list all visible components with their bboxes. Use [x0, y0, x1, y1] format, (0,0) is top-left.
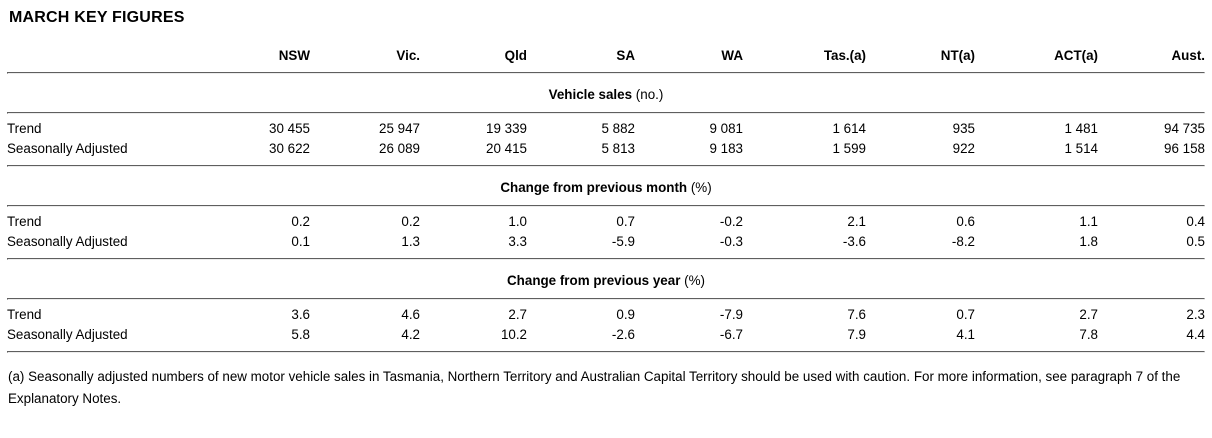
cell: 0.2 — [291, 214, 310, 229]
column-header-blank — [7, 48, 217, 72]
table-row-trend: Trend 0.2 0.2 1.0 0.7 -0.2 2.1 0.6 1.1 0… — [7, 207, 1205, 231]
column-header-tas: Tas.(a) — [823, 48, 866, 63]
cell: 7.6 — [847, 307, 866, 322]
cell: 94 735 — [1164, 121, 1205, 136]
column-header-qld: Qld — [504, 48, 527, 63]
cell: 4.1 — [956, 327, 975, 342]
table-row-seasonally-adjusted: Seasonally Adjusted 0.1 1.3 3.3 -5.9 -0.… — [7, 231, 1205, 258]
cell: 30 455 — [269, 121, 310, 136]
cell: 9 183 — [709, 141, 743, 156]
horizontal-rule — [7, 165, 1205, 167]
cell: -5.9 — [611, 234, 635, 249]
cell: 10.2 — [500, 327, 527, 342]
cell: 1.8 — [1079, 234, 1098, 249]
horizontal-rule — [7, 205, 1205, 207]
cell: 1.0 — [508, 214, 527, 229]
column-header-sa: SA — [616, 48, 635, 63]
cell: 1 514 — [1064, 141, 1098, 156]
section-header-vehicle-sales: Vehicle sales (no.) — [7, 74, 1205, 112]
key-figures-table: NSW Vic. Qld SA WA Tas.(a) NT(a) ACT(a) … — [7, 48, 1205, 353]
row-label: Seasonally Adjusted — [7, 141, 128, 156]
horizontal-rule — [7, 258, 1205, 260]
cell: 935 — [952, 121, 975, 136]
cell: 4.2 — [401, 327, 420, 342]
cell: -3.6 — [842, 234, 866, 249]
cell: 1 481 — [1064, 121, 1098, 136]
cell: 0.1 — [291, 234, 310, 249]
cell: 96 158 — [1164, 141, 1205, 156]
column-header-wa: WA — [721, 48, 743, 63]
section-header-change-year: Change from previous year (%) — [7, 260, 1205, 298]
cell: -7.9 — [719, 307, 743, 322]
cell: 0.2 — [401, 214, 420, 229]
cell: 5 882 — [601, 121, 635, 136]
horizontal-rule — [7, 72, 1205, 74]
cell: 2.1 — [847, 214, 866, 229]
cell: 0.6 — [956, 214, 975, 229]
table-row-seasonally-adjusted: Seasonally Adjusted 30 622 26 089 20 415… — [7, 138, 1205, 165]
section-unit: (%) — [690, 180, 712, 195]
cell: 9 081 — [709, 121, 743, 136]
cell: 4.6 — [401, 307, 420, 322]
cell: -0.2 — [719, 214, 743, 229]
horizontal-rule — [7, 351, 1205, 353]
cell: 5.8 — [291, 327, 310, 342]
column-header-row: NSW Vic. Qld SA WA Tas.(a) NT(a) ACT(a) … — [7, 48, 1205, 72]
table-row-trend: Trend 30 455 25 947 19 339 5 882 9 081 1… — [7, 114, 1205, 138]
horizontal-rule — [7, 298, 1205, 300]
row-label: Trend — [7, 121, 42, 136]
horizontal-rule — [7, 112, 1205, 114]
cell: 2.3 — [1186, 307, 1205, 322]
row-label: Seasonally Adjusted — [7, 234, 128, 249]
row-label: Seasonally Adjusted — [7, 327, 128, 342]
cell: 2.7 — [508, 307, 527, 322]
footnote: (a) Seasonally adjusted numbers of new m… — [8, 369, 1181, 406]
cell: 1.3 — [401, 234, 420, 249]
cell: 0.7 — [616, 214, 635, 229]
cell: 7.9 — [847, 327, 866, 342]
section-unit: (%) — [684, 273, 705, 288]
cell: 26 089 — [379, 141, 420, 156]
cell: 30 622 — [269, 141, 310, 156]
cell: 20 415 — [486, 141, 527, 156]
cell: 19 339 — [486, 121, 527, 136]
column-header-vic: Vic. — [396, 48, 420, 63]
cell: 0.4 — [1186, 214, 1205, 229]
cell: 0.5 — [1186, 234, 1205, 249]
row-label: Trend — [7, 307, 42, 322]
cell: -6.7 — [719, 327, 743, 342]
cell: 922 — [952, 141, 975, 156]
cell: 25 947 — [379, 121, 420, 136]
section-title: Change from previous year — [507, 273, 681, 288]
row-label: Trend — [7, 214, 42, 229]
cell: 4.4 — [1186, 327, 1205, 342]
column-header-nsw: NSW — [278, 48, 310, 63]
column-header-aust: Aust. — [1171, 48, 1205, 63]
cell: 0.9 — [616, 307, 635, 322]
table-row-trend: Trend 3.6 4.6 2.7 0.9 -7.9 7.6 0.7 2.7 2… — [7, 300, 1205, 324]
cell: 1 599 — [832, 141, 866, 156]
cell: 5 813 — [601, 141, 635, 156]
section-title: Change from previous month — [500, 180, 688, 195]
section-title: Vehicle sales — [548, 87, 633, 102]
cell: -0.3 — [719, 234, 743, 249]
cell: 1.1 — [1079, 214, 1098, 229]
cell: 1 614 — [832, 121, 866, 136]
page-title: MARCH KEY FIGURES — [9, 9, 185, 26]
section-unit: (no.) — [635, 87, 664, 102]
cell: 3.6 — [291, 307, 310, 322]
section-header-change-month: Change from previous month (%) — [7, 167, 1205, 205]
table-row-seasonally-adjusted: Seasonally Adjusted 5.8 4.2 10.2 -2.6 -6… — [7, 324, 1205, 351]
cell: 2.7 — [1079, 307, 1098, 322]
column-header-act: ACT(a) — [1054, 48, 1098, 63]
cell: -8.2 — [951, 234, 975, 249]
cell: 7.8 — [1079, 327, 1098, 342]
column-header-nt: NT(a) — [940, 48, 975, 63]
cell: -2.6 — [611, 327, 635, 342]
cell: 0.7 — [956, 307, 975, 322]
cell: 3.3 — [508, 234, 527, 249]
